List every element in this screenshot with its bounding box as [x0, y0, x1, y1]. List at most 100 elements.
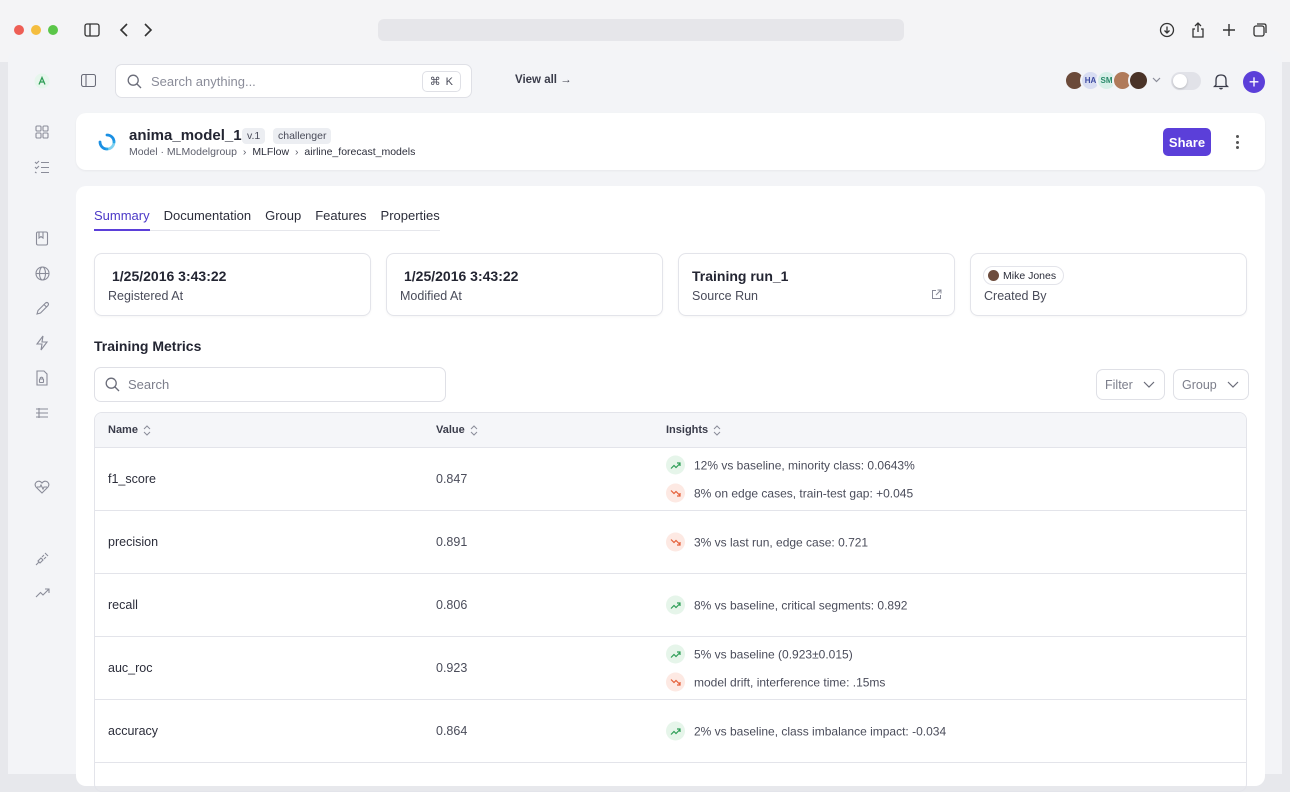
- tag-badge: challenger: [273, 128, 332, 144]
- minimize-window-button[interactable]: [31, 25, 41, 35]
- column-header-name[interactable]: Name: [108, 424, 151, 436]
- model-name: anima_model_1: [129, 127, 242, 144]
- address-bar[interactable]: [378, 19, 904, 41]
- table-row[interactable]: auc_roc 0.923 5% vs baseline (0.923±0.015)…: [95, 637, 1246, 700]
- avatar[interactable]: SM: [1096, 70, 1117, 91]
- forward-icon[interactable]: [138, 20, 158, 40]
- table-row[interactable]: accuracy 0.864 2% vs baseline, class imbal…: [95, 700, 1246, 763]
- trend-down-icon: [666, 483, 685, 503]
- document-lock-icon[interactable]: [32, 368, 52, 388]
- list-icon[interactable]: [32, 403, 52, 423]
- search-icon: [127, 74, 142, 88]
- window-controls: [14, 25, 58, 35]
- metrics-search-placeholder: Search: [128, 377, 170, 392]
- insight-item: 5% vs baseline (0.923±0.015): [666, 644, 885, 664]
- dashboard-icon[interactable]: [32, 122, 52, 142]
- insight-item: 8% on edge cases, train-test gap: +0.045: [666, 483, 915, 503]
- metric-name: accuracy: [108, 724, 159, 738]
- breadcrumb-mlflow[interactable]: MLFlow: [252, 146, 290, 158]
- collaborator-avatars[interactable]: HA SM: [1064, 70, 1161, 91]
- group-dropdown[interactable]: Group: [1173, 369, 1249, 400]
- zoom-window-button[interactable]: [48, 25, 58, 35]
- sidebar-toggle-icon[interactable]: [82, 20, 102, 40]
- chevron-down-icon[interactable]: [1152, 77, 1161, 83]
- source-run-label: Source Run: [692, 289, 759, 303]
- download-icon[interactable]: [1157, 20, 1177, 40]
- column-header-value[interactable]: Value: [436, 424, 478, 436]
- view-all-link[interactable]: View all →: [515, 74, 572, 86]
- create-button[interactable]: +: [1243, 71, 1265, 93]
- trend-down-icon: [666, 672, 685, 692]
- modified-at-value: 1/25/2016 3:43:22: [404, 268, 519, 284]
- back-icon[interactable]: [114, 20, 134, 40]
- insight-item: model drift, interference time: .15ms: [666, 672, 885, 692]
- trend-up-icon: [666, 644, 685, 664]
- pen-icon[interactable]: [32, 298, 52, 318]
- group-label: Group: [1182, 377, 1217, 392]
- metric-value: 0.891: [436, 535, 468, 549]
- breadcrumb-group[interactable]: airline_forecast_models: [304, 146, 416, 158]
- registered-at-card: 1/25/2016 3:43:22 Registered At: [94, 253, 371, 316]
- shortcut-key: K: [445, 75, 453, 88]
- trend-down-icon: [666, 532, 685, 552]
- table-row[interactable]: f1_score 0.847 12% vs baseline, minority c…: [95, 448, 1246, 511]
- sort-icon: [713, 424, 721, 436]
- shortcut-mod: ⌘: [429, 76, 441, 88]
- share-button[interactable]: Share: [1163, 128, 1211, 156]
- external-link-icon[interactable]: [931, 288, 942, 303]
- global-search-input[interactable]: Search anything... ⌘ K: [115, 64, 472, 98]
- new-tab-icon[interactable]: [1219, 20, 1239, 40]
- health-icon[interactable]: [32, 477, 52, 497]
- checklist-icon[interactable]: [32, 157, 52, 177]
- tabs-overview-icon[interactable]: [1250, 20, 1270, 40]
- metric-value: 0.864: [436, 724, 468, 738]
- metric-name: auc_roc: [108, 661, 153, 675]
- theme-toggle[interactable]: [1171, 72, 1201, 90]
- avatar[interactable]: [1128, 70, 1149, 91]
- plug-icon[interactable]: [32, 548, 52, 568]
- breadcrumb-prefix[interactable]: Model · MLModelgroup: [129, 146, 237, 158]
- app-logo-icon[interactable]: [32, 71, 52, 91]
- source-run-value[interactable]: Training run_1: [692, 268, 789, 284]
- chevron-down-icon: [1143, 381, 1155, 388]
- filter-label: Filter: [1105, 377, 1133, 392]
- user-chip[interactable]: Mike Jones: [983, 266, 1065, 285]
- version-badge: v.1: [242, 128, 266, 144]
- tab-group[interactable]: Group: [265, 208, 302, 223]
- section-title: Training Metrics: [94, 338, 202, 354]
- metrics-search-input[interactable]: Search: [94, 367, 446, 402]
- modified-at-label: Modified At: [400, 289, 462, 303]
- tab-features[interactable]: Features: [315, 208, 367, 223]
- tab-summary[interactable]: Summary: [94, 208, 150, 231]
- globe-icon[interactable]: [32, 263, 52, 283]
- book-icon[interactable]: [32, 228, 52, 248]
- tab-documentation[interactable]: Documentation: [163, 208, 252, 223]
- table-header: Name Value Insights: [95, 413, 1246, 448]
- column-label: Name: [108, 424, 138, 436]
- trend-up-icon: [666, 721, 685, 741]
- insight-text: 2% vs baseline, class imbalance impact: …: [694, 724, 947, 738]
- insight-text: 5% vs baseline (0.923±0.015): [694, 647, 853, 661]
- source-run-card[interactable]: Training run_1 Source Run: [678, 253, 955, 316]
- trend-up-icon[interactable]: [32, 583, 52, 603]
- close-window-button[interactable]: [14, 25, 24, 35]
- bell-icon[interactable]: [1212, 72, 1230, 93]
- share-icon[interactable]: [1188, 20, 1208, 40]
- model-logo-icon: [98, 133, 116, 154]
- metric-insights: 3% vs last run, edge case: 0.721: [666, 532, 868, 552]
- app-window: Search anything... ⌘ K View all → HA SM …: [8, 50, 1282, 792]
- metric-name: f1_score: [108, 472, 156, 486]
- registered-at-value: 1/25/2016 3:43:22: [112, 268, 227, 284]
- filter-dropdown[interactable]: Filter: [1096, 369, 1165, 400]
- model-header: anima_model_1 v.1 challenger Model · MLM…: [76, 113, 1265, 170]
- tab-properties[interactable]: Properties: [380, 208, 440, 223]
- column-header-insights[interactable]: Insights: [666, 424, 721, 436]
- table-row[interactable]: recall 0.806 8% vs baseline, critical segm…: [95, 574, 1246, 637]
- created-by-label: Created By: [984, 289, 1047, 303]
- trend-up-icon: [666, 595, 685, 615]
- more-options-icon[interactable]: [1231, 133, 1243, 151]
- table-row[interactable]: precision 0.891 3% vs last run, edge case:…: [95, 511, 1246, 574]
- panel-toggle-icon[interactable]: [80, 73, 97, 90]
- lightning-icon[interactable]: [32, 333, 52, 353]
- search-placeholder: Search anything...: [151, 73, 256, 89]
